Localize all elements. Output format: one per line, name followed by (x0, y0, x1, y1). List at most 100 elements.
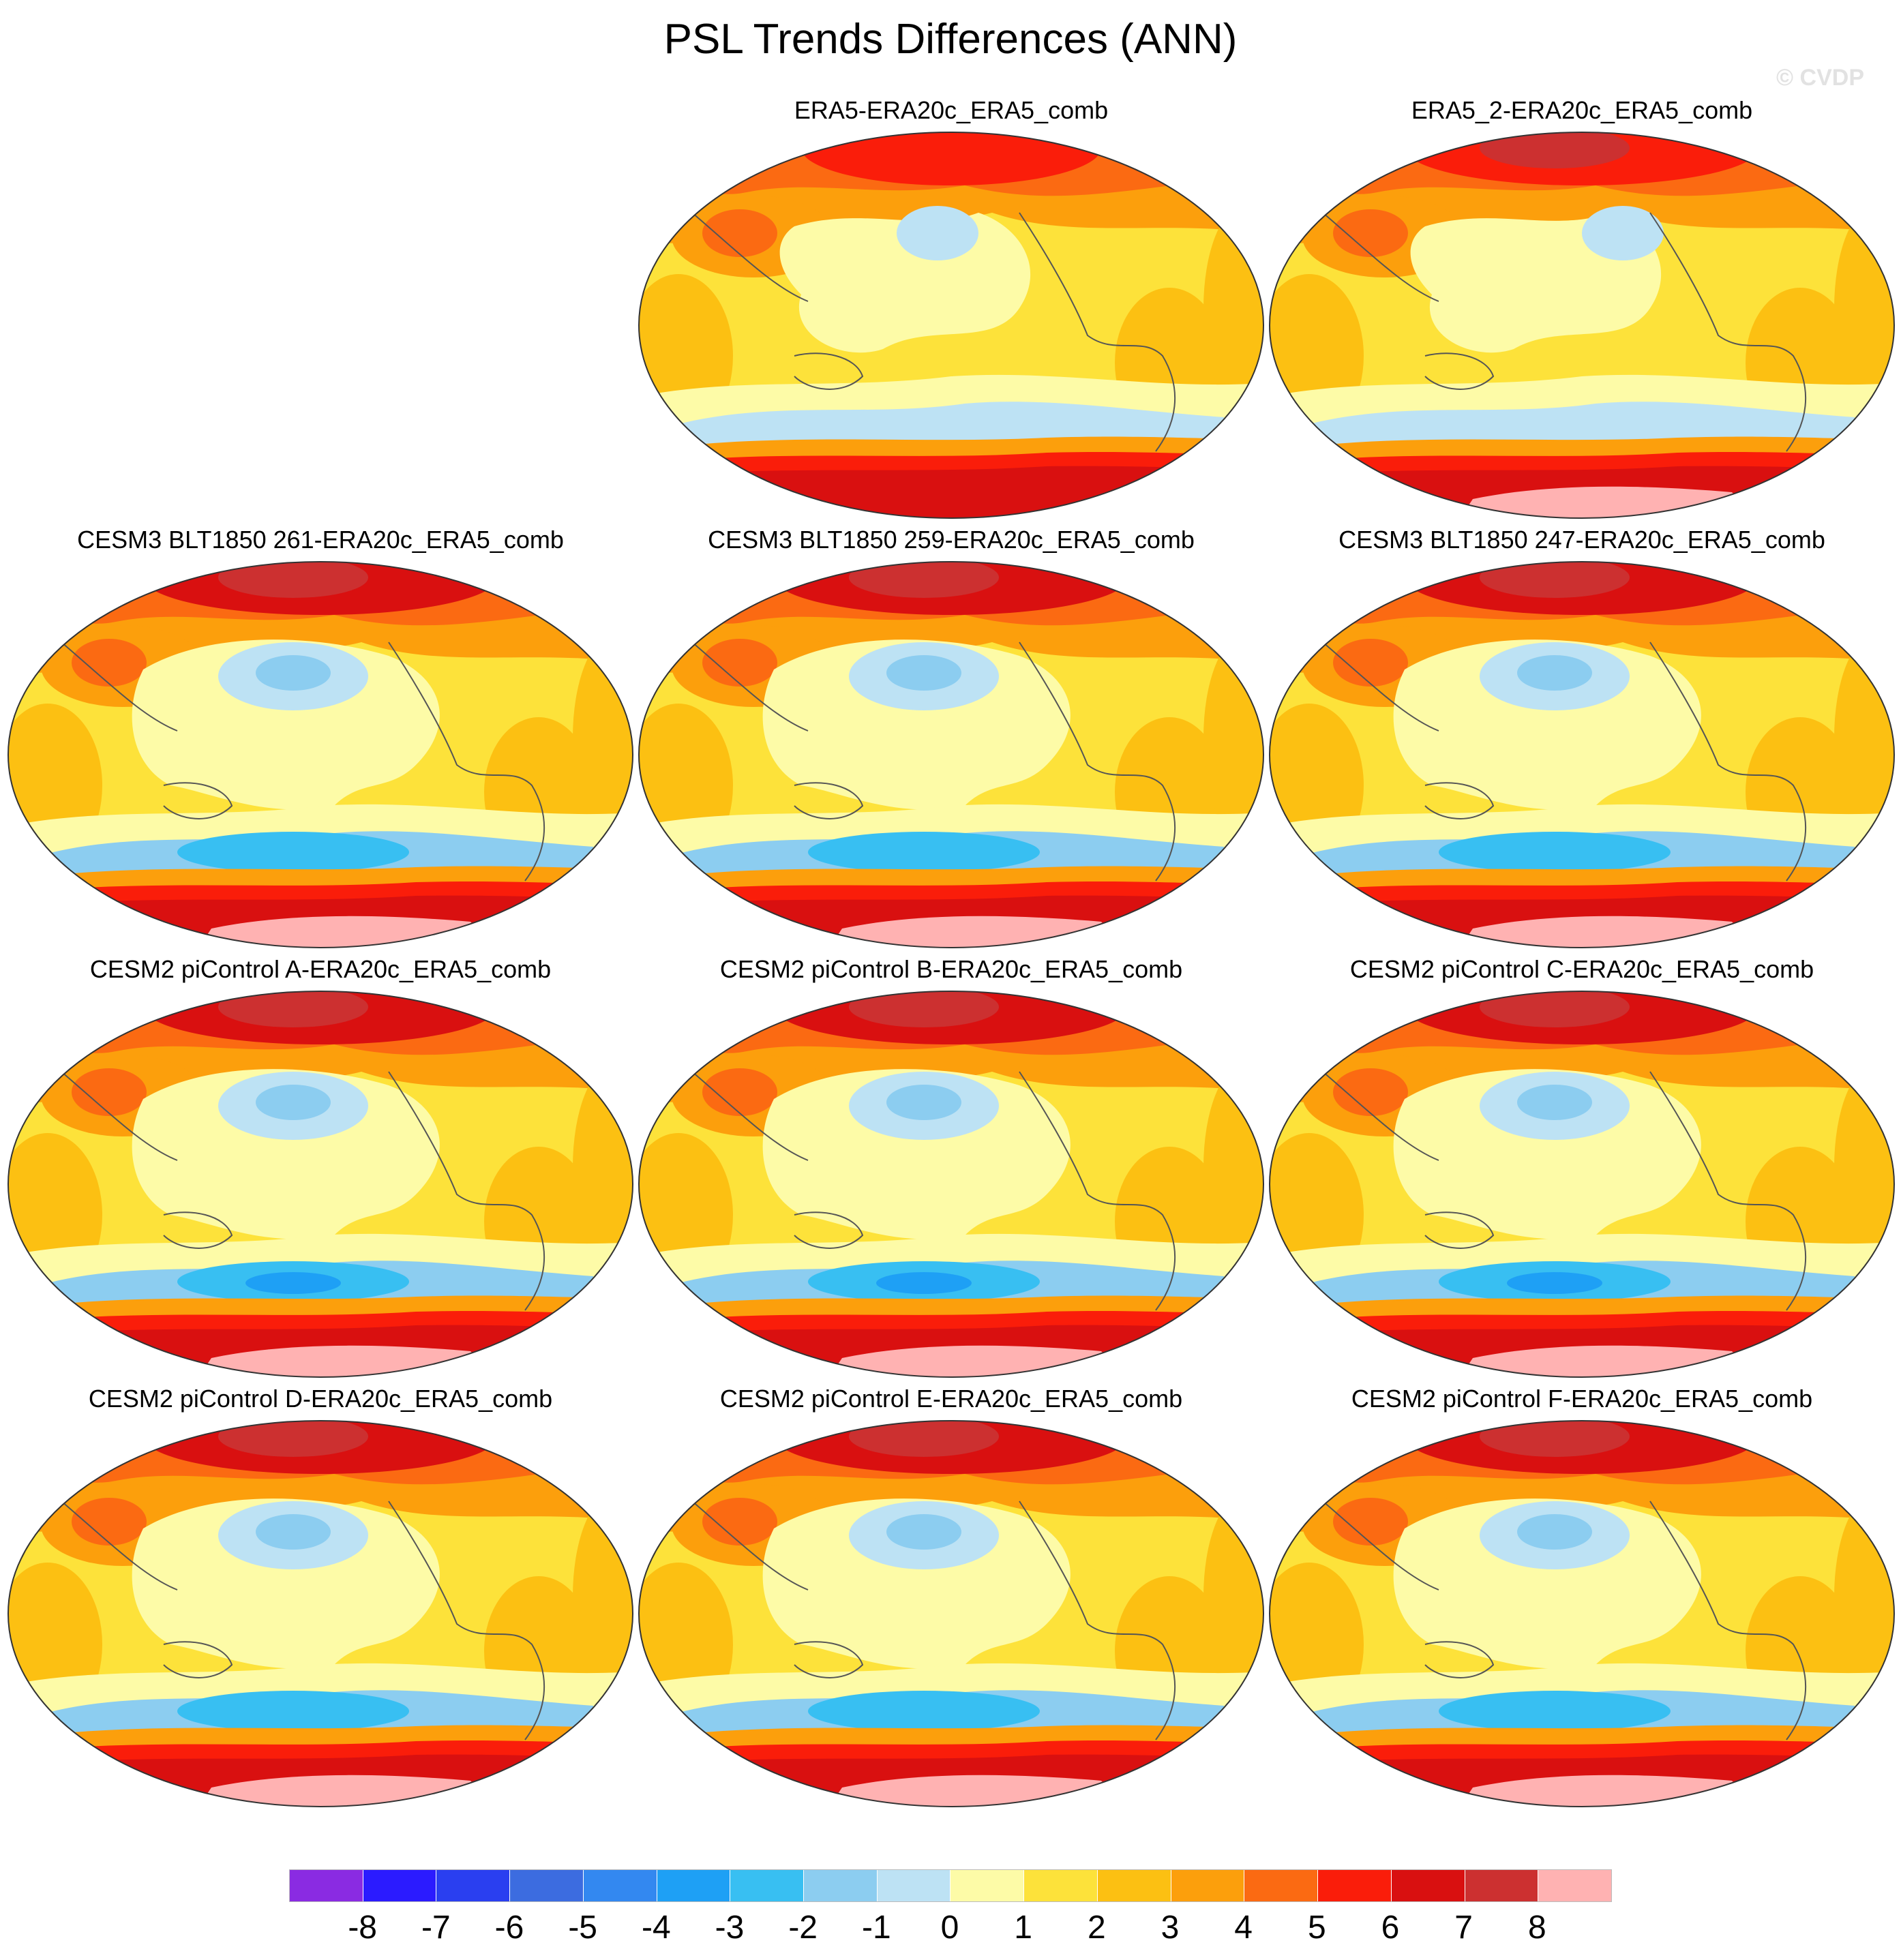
colorbar-tick-label: -2 (788, 1910, 818, 1946)
figure-title: PSL Trends Differences (ANN) (663, 16, 1238, 63)
colorbar-swatch (804, 1870, 878, 1901)
field-npac-core (1517, 655, 1592, 691)
panel-title: CESM2 piControl B-ERA20c_ERA5_comb (719, 955, 1183, 983)
coastline-asia-australia (61, 1501, 233, 1678)
colorbar-tick-label: -6 (494, 1910, 524, 1946)
field-npac-core (256, 1514, 331, 1550)
colorbar-swatch (436, 1870, 511, 1901)
panel-title: ERA5_2-ERA20c_ERA5_comb (1411, 96, 1753, 124)
colorbar-tick-label: 8 (1527, 1910, 1546, 1946)
coastline-americas (1019, 642, 1176, 881)
field-arctic-peak (218, 562, 368, 598)
field-npac-core (1517, 1085, 1592, 1120)
colorbar-swatch (290, 1870, 363, 1901)
field-atlantic (573, 1494, 633, 1699)
colorbar-swatch (1097, 1870, 1171, 1901)
field-asia-core (702, 1068, 777, 1116)
map-outline (638, 1420, 1264, 1807)
panel-title: CESM3 BLT1850 261-ERA20c_ERA5_comb (77, 526, 564, 554)
colorbar-swatch (877, 1870, 951, 1901)
robinson-map (8, 561, 633, 948)
coastline-asia-australia (691, 212, 864, 390)
map-panel: CESM2 piControl E-ERA20c_ERA5_comb (638, 1384, 1265, 1807)
field-asia-core (702, 209, 777, 257)
field-atlantic (1834, 1065, 1894, 1269)
map-panel: CESM3 BLT1850 261-ERA20c_ERA5_comb (7, 525, 634, 948)
field-atlantic (1203, 635, 1263, 840)
field-arctic-peak (849, 991, 999, 1027)
field-npac-core (256, 655, 331, 691)
colorbar-tick-label: -5 (568, 1910, 597, 1946)
map-outline (8, 1420, 633, 1807)
colorbar-swatch (583, 1870, 657, 1901)
robinson-map (8, 1420, 633, 1807)
colorbar-tick-label: -1 (861, 1910, 891, 1946)
map-panel: CESM2 piControl A-ERA20c_ERA5_comb (7, 954, 634, 1378)
map-outline (638, 991, 1264, 1378)
field-asia-core (1333, 639, 1408, 687)
coastline-americas (1649, 1501, 1807, 1740)
field-npac-core (886, 1514, 961, 1550)
field-southern-core (177, 1691, 409, 1732)
coastline-asia-australia (1322, 642, 1495, 819)
coastline-americas (388, 1071, 545, 1311)
colorbar-tick-label: -8 (348, 1910, 377, 1946)
field-arctic-peak (1480, 1421, 1630, 1457)
colorbar-tick-label: 2 (1087, 1910, 1106, 1946)
field-arctic-peak (218, 991, 368, 1027)
colorbar-tick-label: 6 (1381, 1910, 1400, 1946)
map-panel: ERA5_2-ERA20c_ERA5_comb (1268, 95, 1896, 519)
coastline-asia-australia (1322, 212, 1495, 390)
field-atlantic (1834, 635, 1894, 840)
colorbar-swatch (657, 1870, 731, 1901)
field-asia-core (72, 1068, 147, 1116)
map-outline (8, 561, 633, 948)
robinson-map (638, 132, 1264, 519)
field-southern-neg2 (1309, 402, 1855, 444)
field-atlantic (573, 635, 633, 840)
colorbar-swatch (510, 1870, 584, 1901)
colorbar-swatch (1538, 1870, 1611, 1901)
field-asia-core (702, 639, 777, 687)
map-outline (1269, 1420, 1895, 1807)
coastline-asia-australia (691, 1071, 864, 1249)
field-arctic-peak (849, 562, 999, 598)
field-npac-low (897, 206, 978, 260)
field-asia-core (72, 639, 147, 687)
watermark: © CVDP (1776, 65, 1864, 91)
field-npac-core (886, 655, 961, 691)
colorbar-swatch (363, 1870, 437, 1901)
map-outline (8, 991, 633, 1378)
field-antarctic-6 (639, 466, 1263, 518)
colorbar-swatch (950, 1870, 1025, 1901)
colorbar-swatch (1465, 1870, 1539, 1901)
panel-title: CESM2 piControl C-ERA20c_ERA5_comb (1349, 955, 1814, 983)
map-panel: CESM2 piControl B-ERA20c_ERA5_comb (638, 954, 1265, 1378)
robinson-map (8, 991, 633, 1378)
field-asia-core (1333, 209, 1408, 257)
field-npac-low (1582, 206, 1664, 260)
panel-title: CESM2 piControl E-ERA20c_ERA5_comb (719, 1385, 1183, 1413)
coastline-asia-australia (691, 1501, 864, 1678)
field-southern-peak (245, 1272, 341, 1294)
panel-title: CESM3 BLT1850 259-ERA20c_ERA5_comb (708, 526, 1195, 554)
field-arctic-peak (849, 1421, 999, 1457)
field-southern-core (1439, 832, 1671, 873)
coastline-americas (1649, 642, 1807, 881)
field-npac-core (1517, 1514, 1592, 1550)
field-southern-core (808, 832, 1040, 873)
colorbar-tick-label: 5 (1307, 1910, 1326, 1946)
field-atlantic (1834, 206, 1894, 410)
field-arctic-peak (1480, 562, 1630, 598)
robinson-map (1269, 561, 1895, 948)
field-southern-peak (876, 1272, 972, 1294)
colorbar-swatch (1171, 1870, 1245, 1901)
map-panel: CESM3 BLT1850 259-ERA20c_ERA5_comb (638, 525, 1265, 948)
colorbar-tick-label: -7 (421, 1910, 451, 1946)
map-outline (638, 561, 1264, 948)
map-outline (1269, 991, 1895, 1378)
field-npac-core (256, 1085, 331, 1120)
field-asia-core (72, 1498, 147, 1546)
colorbar-swatch (730, 1870, 805, 1901)
coastline-americas (1019, 212, 1176, 452)
